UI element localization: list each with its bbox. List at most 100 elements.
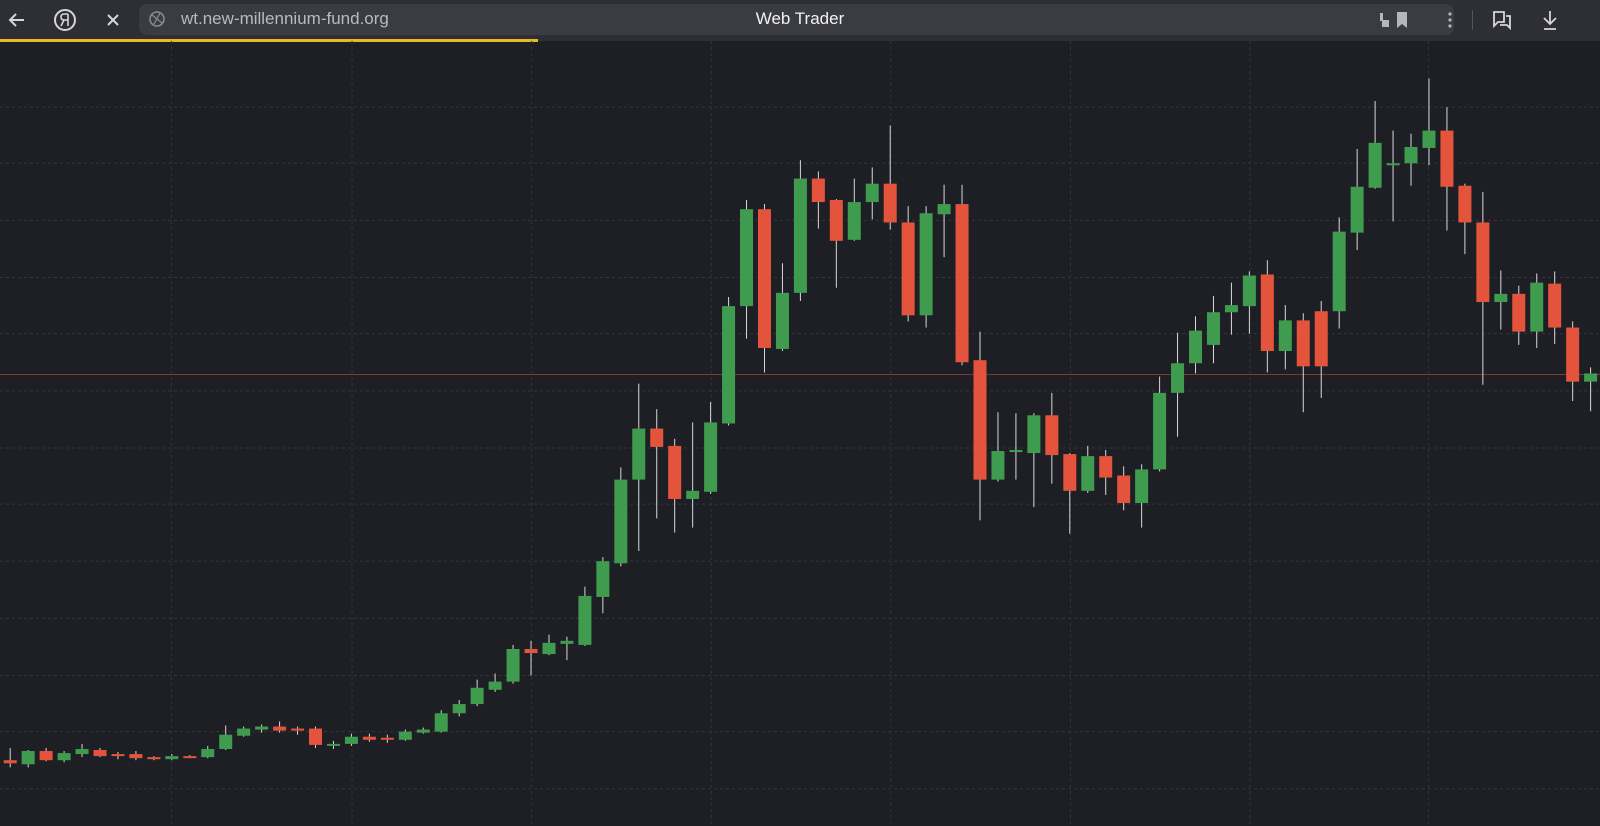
- candle-body: [1440, 130, 1454, 187]
- candle-body: [668, 445, 682, 499]
- candle-body: [111, 754, 125, 757]
- toolbar-icons: [1380, 10, 1557, 31]
- candle-body: [147, 757, 161, 760]
- candle-body: [524, 648, 538, 654]
- candle-body: [1224, 305, 1238, 313]
- candle-body: [39, 751, 53, 761]
- candle-body: [398, 731, 412, 740]
- candle-body: [1117, 475, 1131, 504]
- candle-body: [811, 178, 825, 203]
- candle-body: [1494, 293, 1508, 303]
- candle-body: [650, 428, 664, 447]
- url-text: wt.new-millennium-fund.org: [181, 9, 389, 28]
- candle-body: [991, 451, 1005, 480]
- candle-body: [1476, 222, 1490, 303]
- candle-body: [1045, 415, 1059, 456]
- candle-body: [560, 640, 574, 644]
- candle-body: [883, 183, 897, 223]
- candle-body: [937, 204, 951, 215]
- browser-toolbar: wt.new-millennium-fund.org Web Trader: [0, 0, 1600, 42]
- candle-body: [632, 428, 646, 480]
- candle-body: [847, 202, 861, 240]
- candle-body: [757, 209, 771, 348]
- candle-body: [1063, 454, 1077, 491]
- candle-body: [955, 204, 969, 363]
- candle-body: [183, 756, 197, 759]
- candle-body: [1386, 163, 1400, 166]
- candle-body: [542, 642, 556, 655]
- candle-body: [1296, 320, 1310, 367]
- candle-body: [416, 729, 430, 733]
- candle-body: [1530, 282, 1544, 332]
- candle-body: [237, 728, 251, 736]
- candle-body: [255, 726, 269, 730]
- candle-body: [919, 213, 933, 316]
- candle-body: [1027, 415, 1041, 454]
- candle-body: [1314, 311, 1328, 367]
- candle-body: [596, 561, 610, 597]
- candle-body: [1512, 293, 1526, 332]
- candle-body: [901, 222, 915, 316]
- candle-body: [1278, 320, 1292, 352]
- candle-body: [1332, 231, 1346, 312]
- candle-body: [722, 306, 736, 424]
- candle-body: [165, 756, 179, 760]
- candle-body: [578, 595, 592, 645]
- candle-body: [793, 178, 807, 293]
- address-bar[interactable]: [139, 4, 1454, 35]
- candle-body: [1189, 330, 1203, 364]
- candle-body: [452, 704, 466, 714]
- candle-body: [129, 754, 143, 759]
- downloads-button[interactable]: [1543, 11, 1557, 30]
- candle-body: [1171, 363, 1185, 393]
- candle-body: [740, 209, 754, 307]
- loading-bar: [0, 39, 538, 42]
- candle-body: [1260, 274, 1274, 352]
- candle-body: [1206, 312, 1220, 345]
- candle-body: [291, 728, 305, 731]
- candle-body: [1548, 283, 1562, 328]
- candle-body: [1135, 469, 1149, 504]
- back-button[interactable]: [8, 13, 24, 27]
- candle-body: [326, 743, 340, 746]
- candle-body: [434, 713, 448, 732]
- candle-body: [273, 726, 287, 731]
- candle-body: [1350, 186, 1364, 233]
- candle-body: [614, 479, 628, 564]
- stop-button[interactable]: [107, 14, 119, 26]
- nav-icons: [8, 9, 119, 31]
- candle-body: [1368, 142, 1382, 188]
- candle-body: [1009, 450, 1023, 453]
- candle-body: [75, 748, 89, 755]
- candle-body: [1099, 456, 1113, 478]
- candle-body: [973, 360, 987, 480]
- candle-body: [3, 760, 17, 764]
- candle-body: [506, 648, 520, 682]
- candle-body: [201, 748, 215, 758]
- sidebar-button[interactable]: [1493, 11, 1511, 31]
- candle-body: [829, 200, 843, 241]
- candle-body: [775, 292, 789, 349]
- candle-body: [21, 751, 35, 765]
- bookmark-button[interactable]: [1397, 12, 1407, 28]
- candle-body: [1422, 130, 1436, 148]
- candle-body: [57, 753, 71, 761]
- candle-body: [1566, 327, 1580, 382]
- candle-body: [1153, 392, 1167, 470]
- candle-body: [704, 422, 718, 492]
- candle-body: [93, 750, 107, 757]
- candle-body: [1242, 275, 1256, 307]
- translate-button[interactable]: [1380, 13, 1383, 21]
- candle-body: [1081, 456, 1095, 491]
- candle-body: [1404, 146, 1418, 164]
- candle-body: [865, 183, 879, 203]
- candle-body: [1458, 185, 1472, 223]
- candle-body: [219, 734, 233, 749]
- candle-body: [686, 490, 700, 499]
- candle-body: [1584, 373, 1598, 382]
- candle-body: [309, 728, 323, 745]
- yandex-button[interactable]: [54, 9, 76, 31]
- candle-body: [362, 736, 376, 740]
